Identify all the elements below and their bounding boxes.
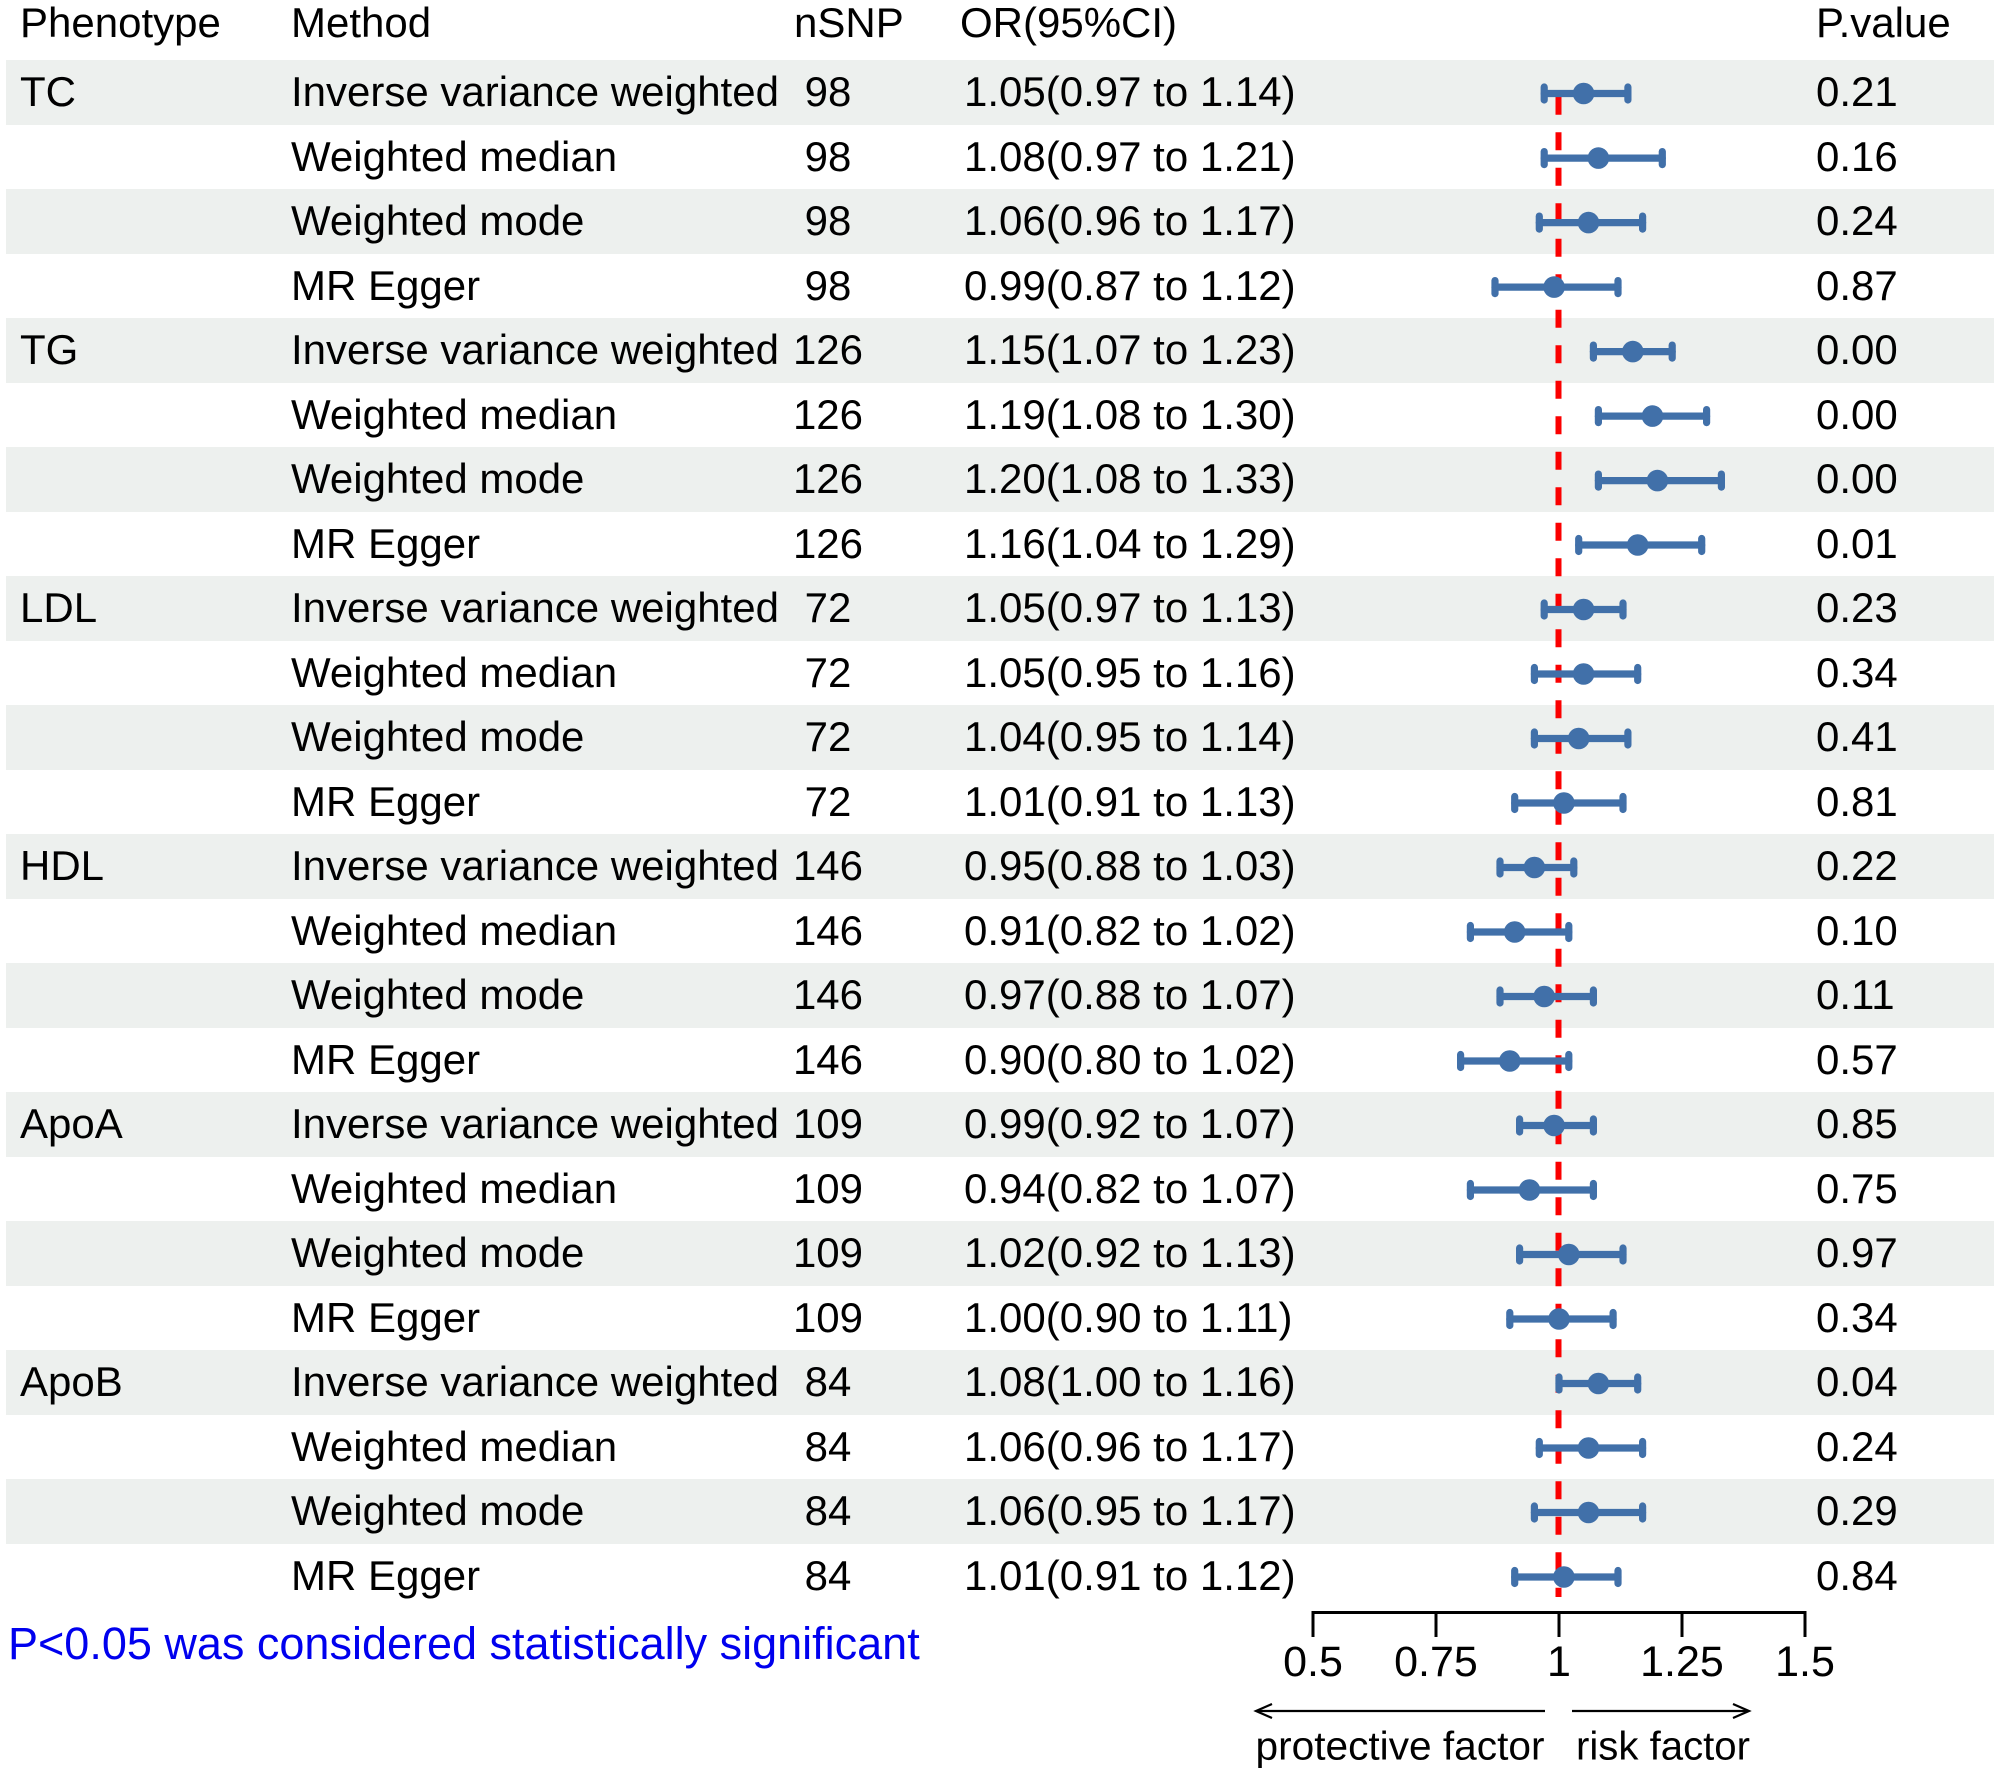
svg-text:0.75: 0.75 <box>1394 1638 1478 1686</box>
svg-text:1.5: 1.5 <box>1775 1638 1835 1686</box>
svg-text:1: 1 <box>1547 1638 1571 1686</box>
svg-text:protective factor: protective factor <box>1256 1725 1545 1769</box>
svg-text:1.25: 1.25 <box>1640 1638 1724 1686</box>
svg-text:risk factor: risk factor <box>1576 1725 1750 1769</box>
svg-text:0.5: 0.5 <box>1283 1638 1343 1686</box>
